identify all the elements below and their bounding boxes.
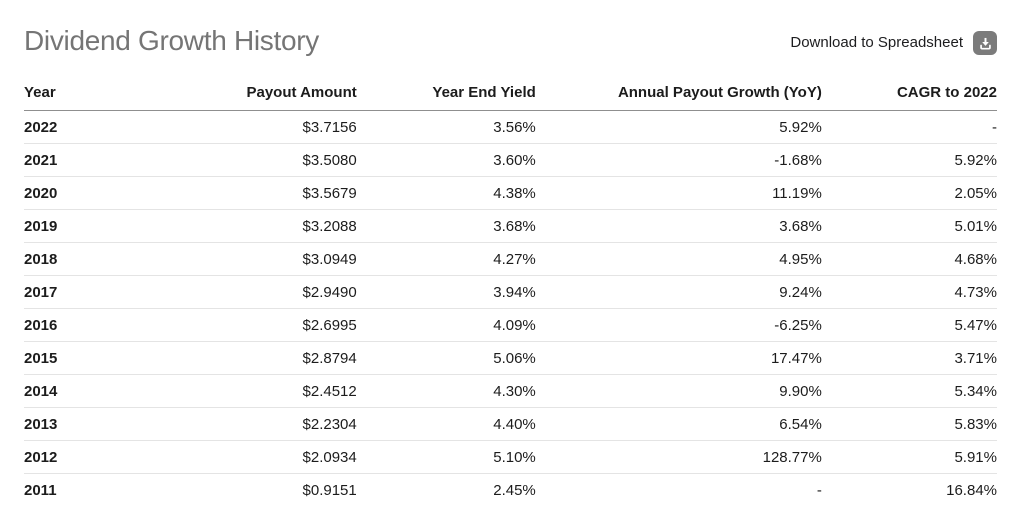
cell-cagr-to-2022: 5.92% xyxy=(821,143,997,177)
panel-header: Dividend Growth History Download to Spre… xyxy=(24,22,997,58)
cell-payout-amount: $0.9151 xyxy=(302,481,357,499)
cell-year: 2022 xyxy=(24,110,134,144)
table-row: 2014 $2.4512 4.30% 9.90% 5.34% xyxy=(24,374,997,408)
table-row: 2020 $3.5679 4.38% 11.19% 2.05% xyxy=(24,176,997,210)
cell-payout-amount: $3.2088 xyxy=(133,209,357,243)
cell-payout-amount: $2.2304 xyxy=(133,407,357,441)
table-row: 2021 $3.5080 3.60% -1.68% 5.92% xyxy=(24,143,997,177)
table-row: 2012 $2.0934 5.10% 128.77% 5.91% xyxy=(24,440,997,474)
cell-payout-amount: $2.4512 xyxy=(133,374,357,408)
cell-payout-amount: $3.0949 xyxy=(133,242,357,276)
table-row: 2018 $3.0949 4.27% 4.95% 4.68% xyxy=(24,242,997,276)
cell-year-end-yield: 4.27% xyxy=(356,242,536,276)
table-row: 2019 $3.2088 3.68% 3.68% 5.01% xyxy=(24,209,997,243)
cell-payout-amount: $2.9490 xyxy=(133,275,357,309)
download-icon[interactable] xyxy=(973,31,997,55)
cell-annual-payout-growth: 9.24% xyxy=(535,275,822,309)
table-row: 2017 $2.9490 3.94% 9.24% 4.73% xyxy=(24,275,997,309)
cell-payout-amount: $3.7156 xyxy=(133,110,357,144)
cell-payout-amount: $3.5080 xyxy=(133,143,357,177)
cell-annual-payout-growth: -6.25% xyxy=(535,308,822,342)
table-row: 2013 $2.2304 4.40% 6.54% 5.83% xyxy=(24,407,997,441)
cell-cagr-to-2022: - xyxy=(821,110,997,144)
cell-year: 2015 xyxy=(24,341,134,375)
cell-cagr-to-2022: 5.47% xyxy=(821,308,997,342)
cell-year-end-yield: 4.40% xyxy=(356,407,536,441)
cell-year-end-yield: 2.45% xyxy=(493,481,536,499)
column-header-year: Year xyxy=(24,84,134,111)
cell-year: 2012 xyxy=(24,440,134,474)
cell-payout-amount: $3.5679 xyxy=(133,176,357,210)
dividend-history-table: Year Payout Amount Year End Yield Annual… xyxy=(24,84,997,506)
cell-year-end-yield: 3.56% xyxy=(356,110,536,144)
cell-payout-amount: $2.6995 xyxy=(133,308,357,342)
table-header: Year Payout Amount Year End Yield Annual… xyxy=(24,84,997,111)
cell-annual-payout-growth: 9.90% xyxy=(535,374,822,408)
cell-cagr-to-2022: 4.73% xyxy=(821,275,997,309)
cell-year: 2013 xyxy=(24,407,134,441)
cell-payout-amount: $2.0934 xyxy=(133,440,357,474)
cell-cagr-to-2022: 2.05% xyxy=(821,176,997,210)
cell-annual-payout-growth: -1.68% xyxy=(535,143,822,177)
cell-annual-payout-growth: 128.77% xyxy=(535,440,822,474)
cell-annual-payout-growth: 5.92% xyxy=(535,110,822,144)
cell-cagr-to-2022: 5.34% xyxy=(821,374,997,408)
cell-year: 2021 xyxy=(24,143,134,177)
table-body: 2022 $3.7156 3.56% 5.92% -2021 $3.5080 3.60% -1… xyxy=(24,110,997,507)
column-header-year-end-yield: Year End Yield xyxy=(356,84,536,111)
cell-year-end-yield: 3.94% xyxy=(356,275,536,309)
cell-annual-payout-growth: 11.19% xyxy=(535,176,822,210)
cell-year: 2011 xyxy=(24,481,57,499)
download-label[interactable]: Download to Spreadsheet xyxy=(790,34,963,51)
cell-year: 2014 xyxy=(24,374,134,408)
cell-annual-payout-growth: 4.95% xyxy=(535,242,822,276)
cell-payout-amount: $2.8794 xyxy=(133,341,357,375)
cell-year-end-yield: 3.60% xyxy=(356,143,536,177)
column-header-annual-payout-growth: Annual Payout Growth (YoY) xyxy=(535,84,822,111)
cell-year-end-yield: 4.38% xyxy=(356,176,536,210)
cell-cagr-to-2022: 3.71% xyxy=(821,341,997,375)
download-to-spreadsheet-button[interactable]: Download to Spreadsheet xyxy=(790,31,997,55)
cell-year-end-yield: 5.10% xyxy=(356,440,536,474)
cell-year: 2020 xyxy=(24,176,134,210)
column-header-payout-amount: Payout Amount xyxy=(133,84,357,111)
cell-year-end-yield: 3.68% xyxy=(356,209,536,243)
cell-annual-payout-growth: 6.54% xyxy=(535,407,822,441)
page-title: Dividend Growth History xyxy=(24,25,319,56)
column-header-cagr-to-2022: CAGR to 2022 xyxy=(821,84,997,111)
cell-cagr-to-2022: 4.68% xyxy=(821,242,997,276)
cell-year: 2019 xyxy=(24,209,134,243)
cell-year-end-yield: 4.09% xyxy=(356,308,536,342)
cell-year-end-yield: 4.30% xyxy=(356,374,536,408)
cell-year: 2018 xyxy=(24,242,134,276)
cell-cagr-to-2022: 5.91% xyxy=(821,440,997,474)
cell-annual-payout-growth: 3.68% xyxy=(535,209,822,243)
table-row: 2011 $0.9151 2.45% - 16.84% xyxy=(24,474,997,507)
cell-annual-payout-growth: - xyxy=(816,481,822,499)
cell-cagr-to-2022: 5.01% xyxy=(821,209,997,243)
cell-cagr-to-2022: 16.84% xyxy=(946,481,997,499)
table-row: 2022 $3.7156 3.56% 5.92% - xyxy=(24,110,997,144)
cell-year: 2016 xyxy=(24,308,134,342)
dividend-history-panel: Dividend Growth History Download to Spre… xyxy=(24,22,997,506)
cell-year: 2017 xyxy=(24,275,134,309)
cell-cagr-to-2022: 5.83% xyxy=(821,407,997,441)
cell-annual-payout-growth: 17.47% xyxy=(535,341,822,375)
table-row: 2016 $2.6995 4.09% -6.25% 5.47% xyxy=(24,308,997,342)
cell-year-end-yield: 5.06% xyxy=(356,341,536,375)
table-row: 2015 $2.8794 5.06% 17.47% 3.71% xyxy=(24,341,997,375)
